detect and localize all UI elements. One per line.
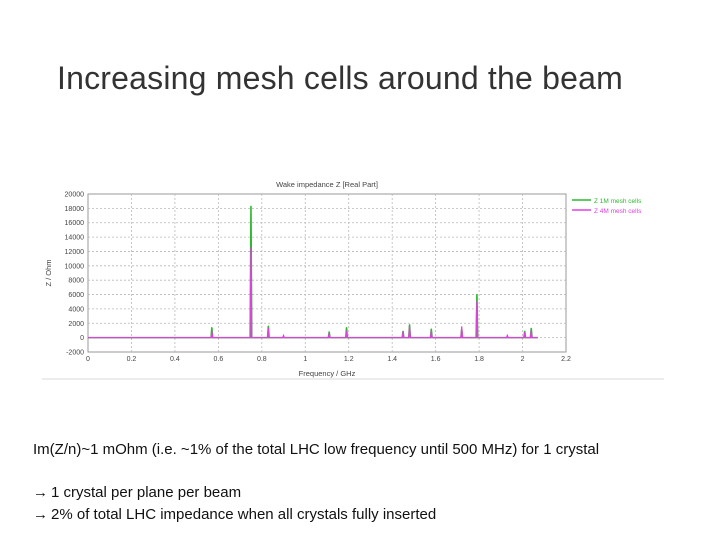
peak-point [282,334,285,337]
y-tick-label: 16000 [65,220,85,227]
peak-point [267,327,269,329]
x-tick-label: 0.2 [127,356,137,363]
y-axis-label: Z / Ohm [44,259,53,286]
y-tick-label: 10000 [65,263,85,270]
x-tick-label: 2 [521,356,525,363]
series-layer [88,205,538,339]
peak-point [267,325,269,327]
peak-point [402,331,404,333]
peak-point [530,329,532,332]
peak-point [530,327,532,329]
peak-point [476,301,478,303]
peak-point [524,332,526,334]
peak-point [476,293,478,296]
note-line-1: Im(Z/n)~1 mOhm (i.e. ~1% of the total LH… [33,441,599,458]
peak-point [211,326,213,329]
x-tick-label: 0.4 [170,356,180,363]
chart-title: Wake impedance Z [Real Part] [276,180,378,189]
peak-point [506,334,508,337]
arrow-right-icon: → [33,506,48,523]
note-line-2: → 1 crystal per plane per beam [33,484,241,501]
peak-point [250,247,252,249]
peak-point [328,331,330,333]
arrow-right-icon: → [33,484,48,501]
peak-point [250,205,252,207]
x-tick-label: 1.6 [431,356,441,363]
y-tick-label: 0 [80,335,84,342]
y-tick-label: 2000 [68,321,84,328]
tick-labels: 0 0.2 0.4 0.6 0.8 1 1.2 1.4 1.6 1.8 2 2.2-200002000… [65,192,571,364]
x-axis-label: Frequency / GHz [299,369,356,378]
chart-figure: 0 0.2 0.4 0.6 0.8 1 1.2 1.4 1.6 1.8 2 2.2 -2000 0 2000… [42,176,664,380]
y-tick-label: 6000 [68,292,84,299]
x-tick-label: 0.6 [213,356,223,363]
x-tick-label: 1.2 [344,356,354,363]
peak-point [461,326,463,328]
legend-label: Z 1M mesh cells [594,198,642,205]
note-line-3: → 2% of total LHC impedance when all crys… [33,506,436,523]
legend: Z 1M mesh cells Z 4M mesh cells [572,198,642,215]
series-line-2 [88,247,538,339]
y-tick-label: 12000 [65,249,85,256]
series-2 [88,247,538,339]
x-tick-label: 1 [303,356,307,363]
x-tick-label: 1.8 [474,356,484,363]
peak-point [408,325,411,327]
note-3-text: 2% of total LHC impedance when all cryst… [51,506,437,523]
peak-point [430,330,432,332]
peak-point [328,332,330,334]
peak-point [345,330,348,332]
peak-point [524,330,526,332]
y-tick-label: -2000 [66,350,84,357]
x-tick-label: 2.2 [561,356,571,363]
note-2-text: 1 crystal per plane per beam [51,484,242,501]
plot-area [87,193,567,353]
peak-point [345,326,348,329]
y-tick-label: 8000 [68,278,84,285]
legend-label: Z 4M mesh cells [594,208,642,215]
peak-point [211,330,213,332]
x-tick-label: 0 [86,356,90,363]
y-tick-label: 4000 [68,306,84,313]
slide-title: Increasing mesh cells around the beam [57,60,623,96]
y-tick-label: 20000 [65,192,85,199]
note-1-text: Im(Z/n)~1 mOhm (i.e. ~1% of the total LH… [33,441,600,458]
chart-svg: 0 0.2 0.4 0.6 0.8 1 1.2 1.4 1.6 1.8 2 2.2-200002000… [42,176,664,380]
peak-point [430,328,432,330]
x-tick-label: 0.8 [257,356,267,363]
x-tick-label: 1.4 [387,356,397,363]
y-tick-label: 14000 [65,235,85,242]
y-tick-label: 18000 [65,206,85,213]
peak-point [408,324,411,326]
